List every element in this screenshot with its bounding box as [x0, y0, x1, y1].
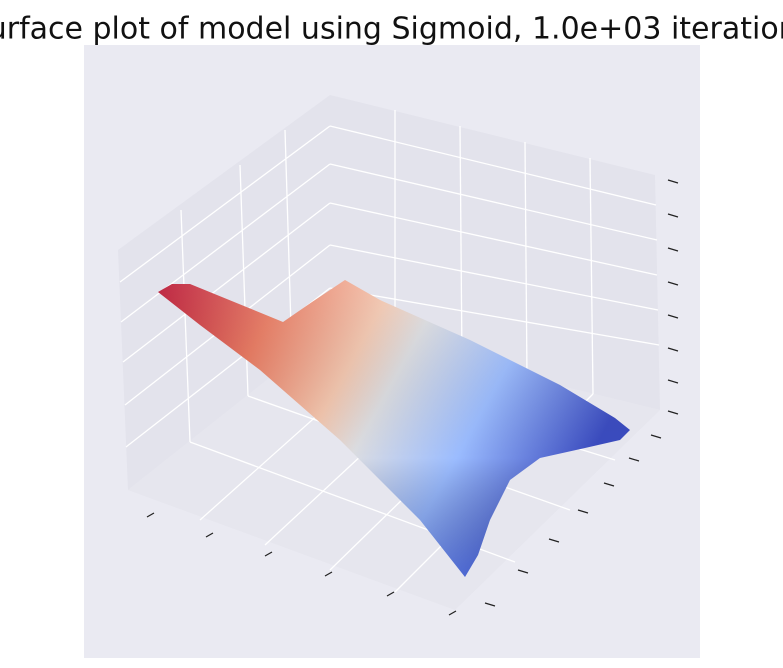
tick-mark: [667, 314, 679, 319]
tick-mark: [205, 532, 214, 538]
tick-mark: [667, 179, 679, 184]
tick-mark: [667, 213, 679, 218]
grid-line: [459, 125, 463, 363]
tick-mark: [667, 379, 679, 384]
tick-mark: [548, 538, 560, 543]
tick-mark: [484, 602, 496, 607]
chart-title: Surface plot of model using Sigmoid, 1.0…: [0, 12, 783, 47]
tick-marks: [146, 179, 679, 616]
tick-mark: [628, 457, 640, 462]
grid-line: [329, 244, 659, 311]
grid-line: [180, 209, 191, 443]
grid-line: [329, 125, 657, 206]
grid-line: [120, 163, 331, 323]
tick-mark: [650, 434, 662, 439]
tick-mark: [603, 482, 615, 487]
grid-line: [329, 163, 658, 241]
tick-mark: [577, 509, 589, 514]
tick-mark: [667, 247, 679, 252]
tick-mark: [667, 410, 679, 415]
grid-line: [589, 157, 594, 395]
surface-shade: [158, 280, 630, 577]
tick-mark: [517, 569, 529, 574]
tick-mark: [667, 281, 679, 286]
grid-line: [122, 202, 331, 363]
grid-line: [119, 125, 331, 283]
tick-mark: [264, 551, 273, 557]
grid-line: [524, 141, 528, 379]
surface: [158, 280, 630, 577]
tick-mark: [324, 571, 333, 577]
tick-mark: [146, 512, 155, 518]
left-pane: [118, 95, 330, 490]
grid-line: [329, 202, 658, 276]
tick-mark: [667, 347, 679, 352]
tick-mark: [386, 591, 395, 597]
tick-mark: [448, 610, 457, 616]
grid-line: [329, 287, 660, 346]
